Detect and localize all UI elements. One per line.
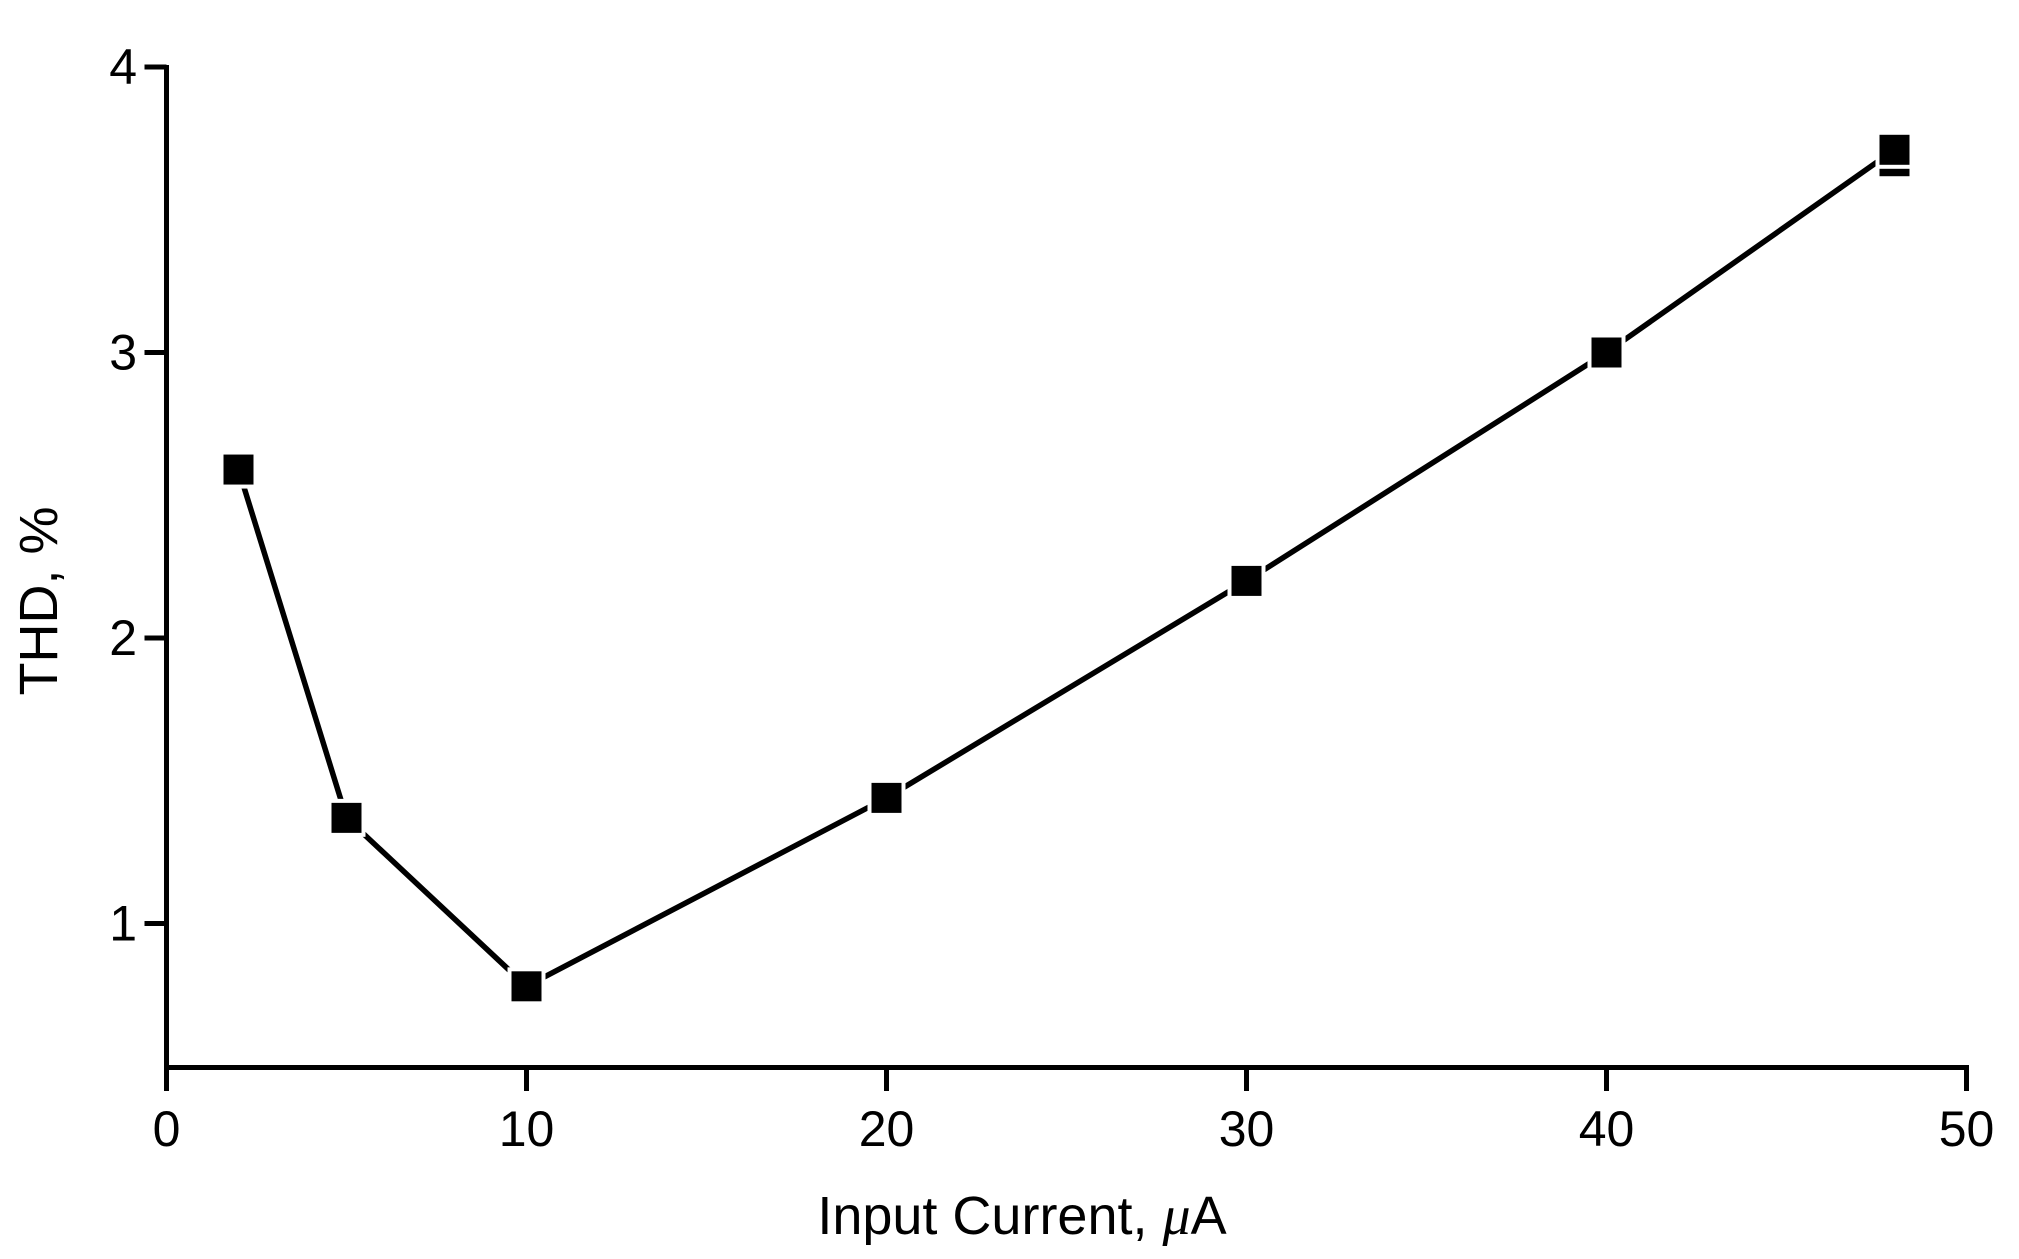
x-axis-title-text: Input Current,	[817, 1186, 1162, 1246]
series-line	[235, 147, 1898, 990]
y-axis-title: THD, %	[9, 507, 69, 696]
axes	[164, 65, 1969, 1070]
y-tick-label: 2	[109, 610, 137, 666]
x-tick-label: 20	[859, 1101, 915, 1157]
data-series	[219, 130, 1914, 1006]
y-tick-label: 1	[109, 896, 137, 952]
y-tick-label: 4	[109, 39, 137, 95]
data-point-marker	[1591, 337, 1622, 368]
y-tick-label: 3	[109, 325, 137, 381]
data-point-marker	[1231, 565, 1262, 596]
axis-ticks	[144, 64, 1969, 1091]
x-tick-label: 30	[1219, 1101, 1275, 1157]
mu-symbol: μ	[1162, 1185, 1191, 1247]
x-tick-label: 50	[1939, 1101, 1995, 1157]
data-point-marker	[511, 971, 542, 1002]
x-tick-label: 40	[1579, 1101, 1635, 1157]
x-axis-title-unit: A	[1191, 1186, 1227, 1246]
data-point-marker	[331, 802, 362, 833]
data-point-marker	[1879, 134, 1910, 165]
data-point-marker	[223, 454, 254, 485]
x-axis-title: Input Current, μA	[817, 1185, 1226, 1247]
x-tick-label: 10	[499, 1101, 555, 1157]
data-point-marker	[871, 782, 902, 813]
x-tick-label: 0	[153, 1101, 181, 1157]
